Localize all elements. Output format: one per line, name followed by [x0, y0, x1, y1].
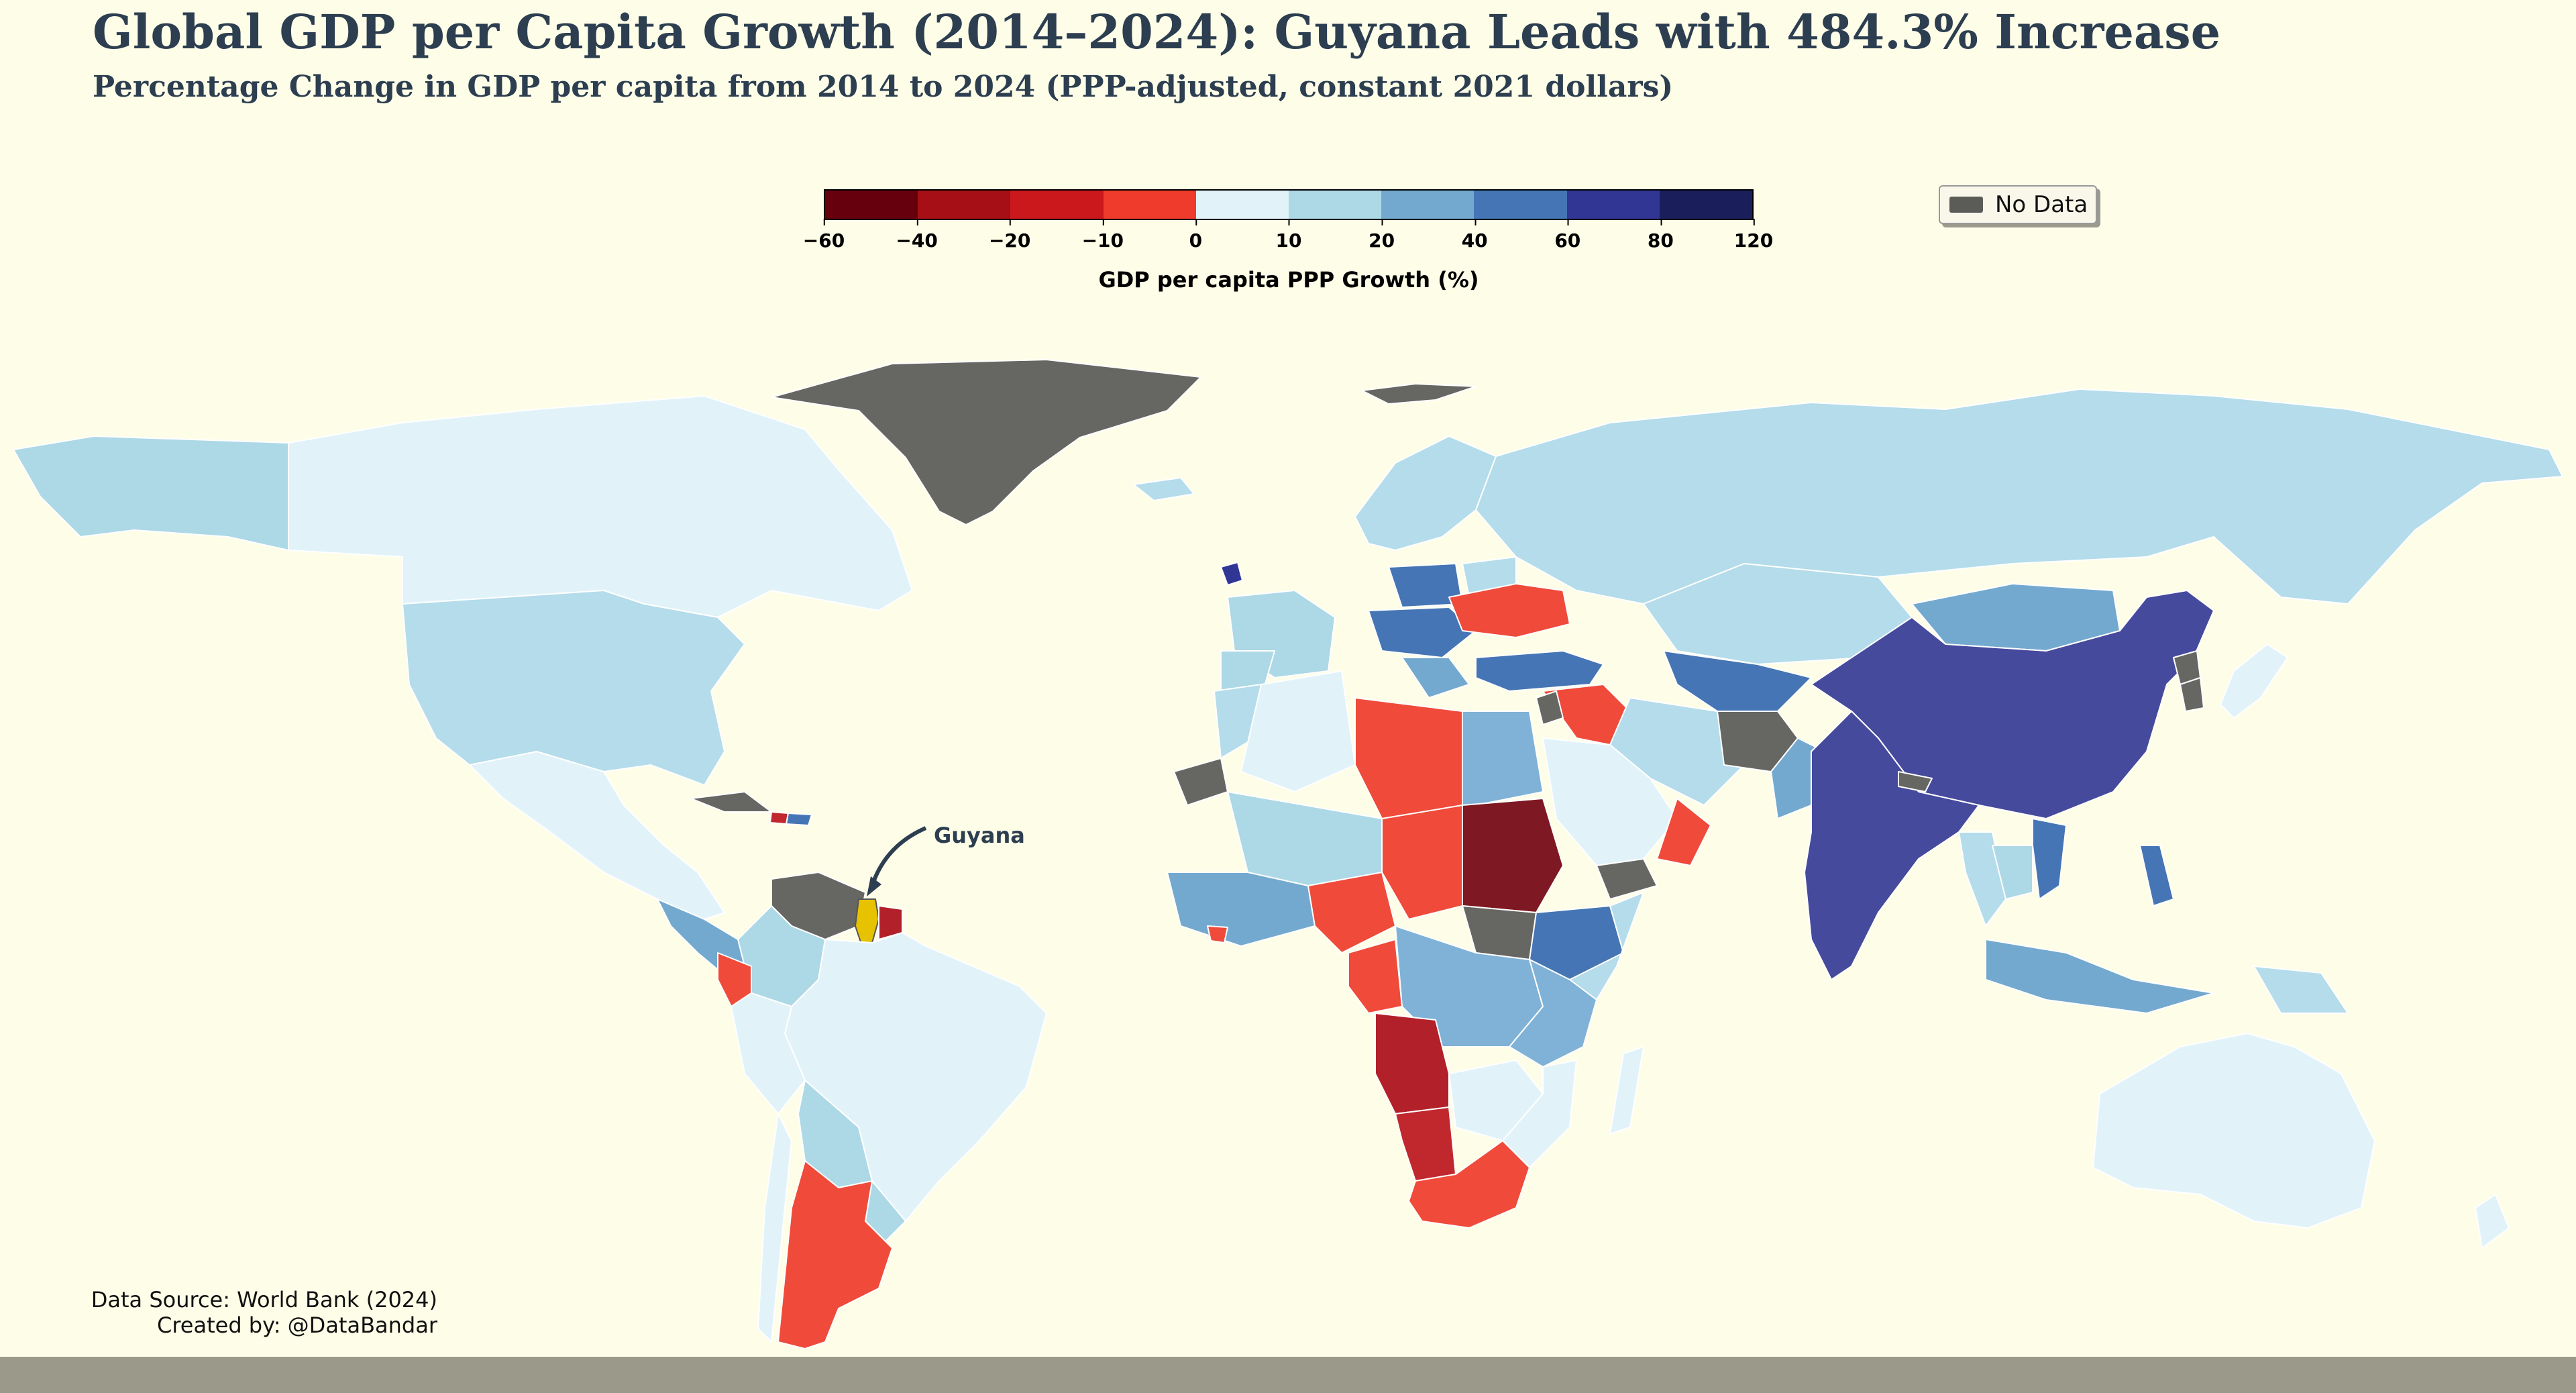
- region-mali-niger: [1227, 791, 1383, 886]
- region-west-africa: [1167, 872, 1316, 947]
- colorbar-segment-4: [1195, 191, 1289, 219]
- region-peru: [731, 992, 806, 1115]
- colorbar-tick-label: −10: [1082, 219, 1124, 252]
- no-data-swatch: [1949, 197, 1983, 213]
- region-guyana: [855, 898, 879, 947]
- region-egypt: [1462, 711, 1544, 806]
- region-usa: [402, 590, 745, 786]
- colorbar-ticks: −60 −40 −20 −10 0 10 20 40 60 80 120: [803, 219, 1773, 254]
- colorbar-tick-label: 120: [1734, 219, 1773, 252]
- legend: No Data: [1939, 185, 2097, 224]
- region-myanmar: [1958, 831, 2006, 927]
- region-algeria: [1240, 670, 1356, 792]
- bottom-bar: [0, 1357, 2576, 1393]
- region-gabon-congo: [1348, 939, 1403, 1014]
- region-new-zealand: [2475, 1194, 2510, 1249]
- colorbar-label: GDP per capita PPP Growth (%): [1098, 267, 1479, 293]
- region-libya: [1354, 697, 1463, 819]
- region-nepal: [1898, 771, 1933, 792]
- source-credit: Data Source: World Bank (2024) Created b…: [91, 1287, 437, 1338]
- region-vietnam: [2032, 818, 2067, 900]
- region-chad: [1381, 805, 1463, 920]
- colorbar-segment-2: [1010, 191, 1104, 219]
- region-sierra-leone: [1207, 925, 1228, 943]
- colorbar-tick-label: 10: [1276, 219, 1301, 252]
- map-subtitle: Percentage Change in GDP per capita from…: [93, 70, 1674, 104]
- source-line: Data Source: World Bank (2024): [91, 1287, 437, 1312]
- region-dominican: [786, 813, 812, 826]
- region-sudan: [1462, 798, 1564, 913]
- region-nigeria: [1307, 872, 1396, 953]
- region-philippines: [2139, 845, 2174, 907]
- colorbar-tick-label: 40: [1462, 219, 1488, 252]
- region-greenland: [771, 359, 1201, 525]
- colorbar-segment-7: [1474, 191, 1567, 219]
- colorbar-segment-5: [1289, 191, 1382, 219]
- region-iceland: [1133, 477, 1195, 501]
- region-ukraine: [1448, 583, 1570, 638]
- region-lebanon: [1536, 690, 1564, 725]
- region-yemen: [1596, 858, 1658, 900]
- region-svalbard: [1361, 383, 1477, 405]
- guyana-arrowhead: [867, 876, 881, 896]
- region-russia: [1475, 389, 2563, 605]
- region-australia: [2092, 1033, 2375, 1229]
- colorbar-segment-1: [918, 191, 1011, 219]
- region-japan: [2220, 643, 2288, 719]
- guyana-arrow: [870, 826, 927, 886]
- region-oman: [1656, 798, 1711, 866]
- region-cuba: [690, 791, 772, 813]
- region-balkans: [1401, 657, 1470, 699]
- region-central-europe: [1368, 607, 1477, 658]
- map-title: Global GDP per Capita Growth (2014–2024)…: [93, 4, 2221, 60]
- colorbar-tick-label: 0: [1189, 219, 1202, 252]
- region-saudi: [1542, 737, 1678, 866]
- world-map: [13, 359, 2563, 1349]
- region-namibia: [1395, 1106, 1456, 1182]
- colorbar-tick-label: 20: [1368, 219, 1395, 252]
- region-south-africa: [1408, 1140, 1530, 1229]
- region-haiti: [769, 811, 789, 825]
- colorbar-tick-label: −40: [896, 219, 938, 252]
- colorbar-tick-label: 60: [1554, 219, 1580, 252]
- colorbar-segment-3: [1103, 191, 1196, 219]
- credit-line: Created by: @DataBandar: [156, 1312, 437, 1338]
- guyana-annotation: Guyana: [934, 823, 1025, 848]
- region-angola: [1375, 1013, 1450, 1115]
- region-western-sahara: [1173, 758, 1228, 806]
- colorbar-tick-label: 80: [1648, 219, 1674, 252]
- region-scandinavia: [1354, 435, 1497, 551]
- colorbar-segment-9: [1659, 191, 1753, 219]
- region-mexico: [469, 751, 725, 920]
- region-new-guinea: [2253, 966, 2349, 1014]
- region-thailand: [1992, 845, 2033, 900]
- no-data-label: No Data: [1995, 191, 2088, 218]
- region-chile: [757, 1113, 792, 1343]
- region-malaysia-indonesia: [1985, 939, 2214, 1014]
- colorbar-segment-6: [1381, 191, 1474, 219]
- region-south-korea: [2180, 677, 2204, 712]
- region-alaska: [13, 435, 289, 551]
- region-madagascar: [1609, 1046, 1644, 1135]
- region-argentina: [777, 1160, 893, 1349]
- colorbar-tick-label: −60: [803, 219, 845, 252]
- colorbar-tick-label: −20: [989, 219, 1030, 252]
- region-india: [1804, 711, 1980, 980]
- colorbar: [824, 189, 1754, 220]
- region-uk: [1220, 562, 1243, 586]
- region-kenya-tanzania: [1509, 959, 1597, 1068]
- colorbar-segment-0: [825, 191, 918, 219]
- colorbar-segment-8: [1566, 191, 1660, 219]
- region-turkey: [1475, 650, 1604, 692]
